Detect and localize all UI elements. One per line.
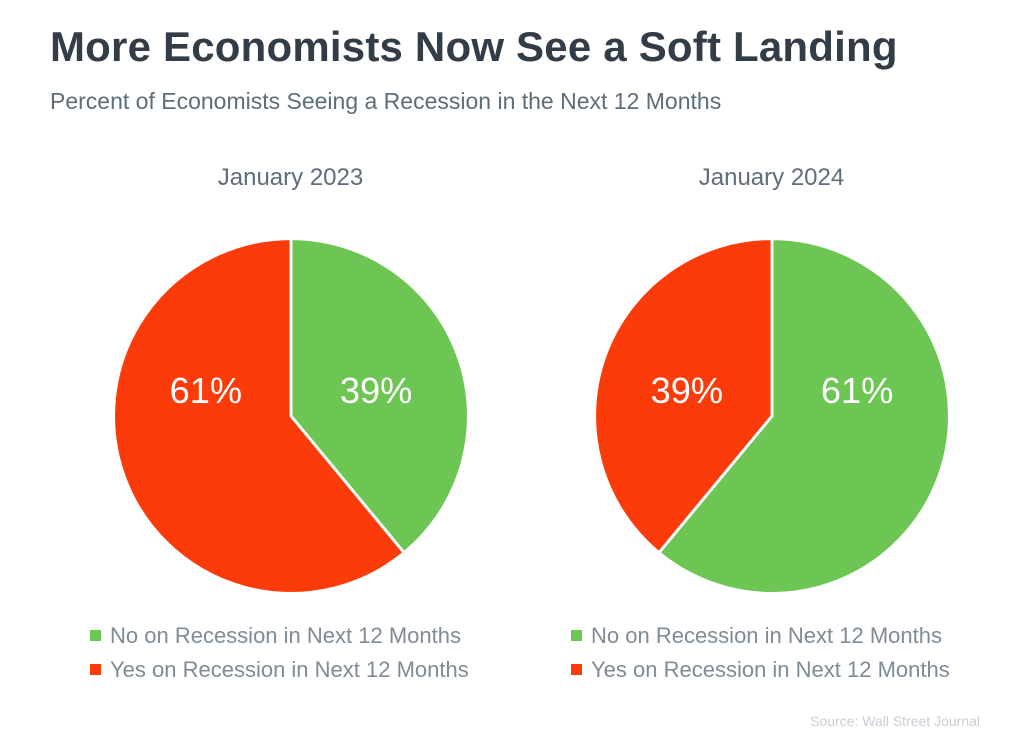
chart-heading-january-2023: January 2023 bbox=[217, 164, 364, 191]
pie-slice-label: 61% bbox=[820, 370, 892, 411]
legend-label-no-recession: No on Recession in Next 12 Months bbox=[591, 623, 942, 648]
chart-heading-january-2024: January 2024 bbox=[698, 164, 845, 191]
legend-january-2024: No on Recession in Next 12 Months Yes on… bbox=[571, 624, 1012, 682]
source-attribution: Source: Wall Street Journal bbox=[810, 713, 980, 729]
pie-chart-january-2024: 61% 39% bbox=[591, 235, 953, 597]
legend-swatch-red-icon bbox=[90, 664, 101, 675]
pie-chart-january-2023: 39% 61% bbox=[110, 235, 472, 597]
chart-column-january-2023: January 2023 39% 61% No on Recession in N… bbox=[50, 163, 531, 692]
legend-swatch-green-icon bbox=[571, 630, 582, 641]
pie-slice-label: 39% bbox=[650, 370, 722, 411]
legend-january-2023: No on Recession in Next 12 Months Yes on… bbox=[90, 624, 531, 682]
legend-swatch-red-icon bbox=[571, 664, 582, 675]
pie-slice-label: 61% bbox=[169, 370, 241, 411]
legend-label-yes-recession: Yes on Recession in Next 12 Months bbox=[591, 657, 950, 682]
legend-item-no-recession: No on Recession in Next 12 Months bbox=[90, 624, 531, 648]
charts-row: January 2023 39% 61% No on Recession in N… bbox=[0, 163, 1024, 692]
legend-swatch-green-icon bbox=[90, 630, 101, 641]
pie-slice-label: 39% bbox=[339, 370, 411, 411]
page-title: More Economists Now See a Soft Landing bbox=[50, 23, 898, 70]
legend-item-yes-recession: Yes on Recession in Next 12 Months bbox=[90, 658, 531, 682]
chart-column-january-2024: January 2024 61% 39% No on Recession in N… bbox=[531, 163, 1012, 692]
legend-item-no-recession: No on Recession in Next 12 Months bbox=[571, 624, 1012, 648]
legend-item-yes-recession: Yes on Recession in Next 12 Months bbox=[571, 658, 1012, 682]
legend-label-no-recession: No on Recession in Next 12 Months bbox=[110, 623, 461, 648]
page-subtitle: Percent of Economists Seeing a Recession… bbox=[50, 88, 722, 114]
legend-label-yes-recession: Yes on Recession in Next 12 Months bbox=[110, 657, 469, 682]
